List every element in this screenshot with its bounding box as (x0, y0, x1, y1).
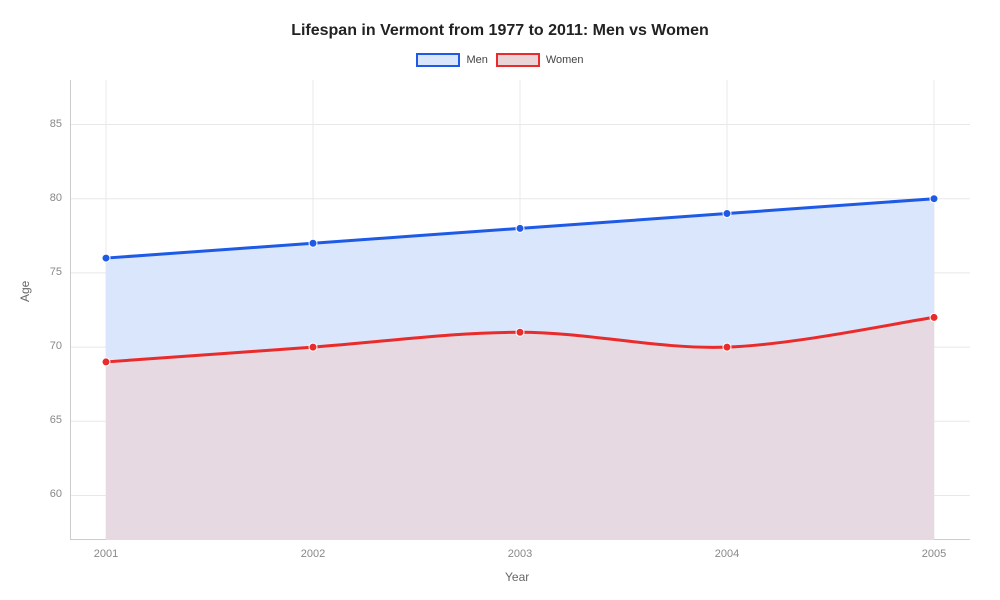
x-tick-label: 2005 (914, 548, 954, 560)
y-tick-label: 85 (50, 118, 62, 130)
x-tick-label: 2004 (707, 548, 747, 560)
chart-container: Lifespan in Vermont from 1977 to 2011: M… (0, 0, 1000, 600)
y-tick-label: 75 (50, 266, 62, 278)
y-axis-label: Age (18, 281, 32, 302)
x-axis-label: Year (505, 570, 529, 584)
legend-swatch-women (496, 53, 540, 67)
y-tick-label: 80 (50, 192, 62, 204)
legend-label-men: Men (466, 54, 487, 66)
x-tick-label: 2002 (293, 548, 333, 560)
x-tick-label: 2001 (86, 548, 126, 560)
chart-title: Lifespan in Vermont from 1977 to 2011: M… (0, 22, 1000, 40)
plot-area (70, 80, 970, 540)
y-tick-label: 70 (50, 340, 62, 352)
legend-item-men: Men (416, 53, 487, 67)
legend-item-women: Women (496, 53, 584, 67)
y-tick-label: 65 (50, 414, 62, 426)
legend-swatch-men (416, 53, 460, 67)
legend: Men Women (0, 53, 1000, 67)
legend-label-women: Women (546, 54, 584, 66)
y-tick-label: 60 (50, 488, 62, 500)
x-tick-label: 2003 (500, 548, 540, 560)
